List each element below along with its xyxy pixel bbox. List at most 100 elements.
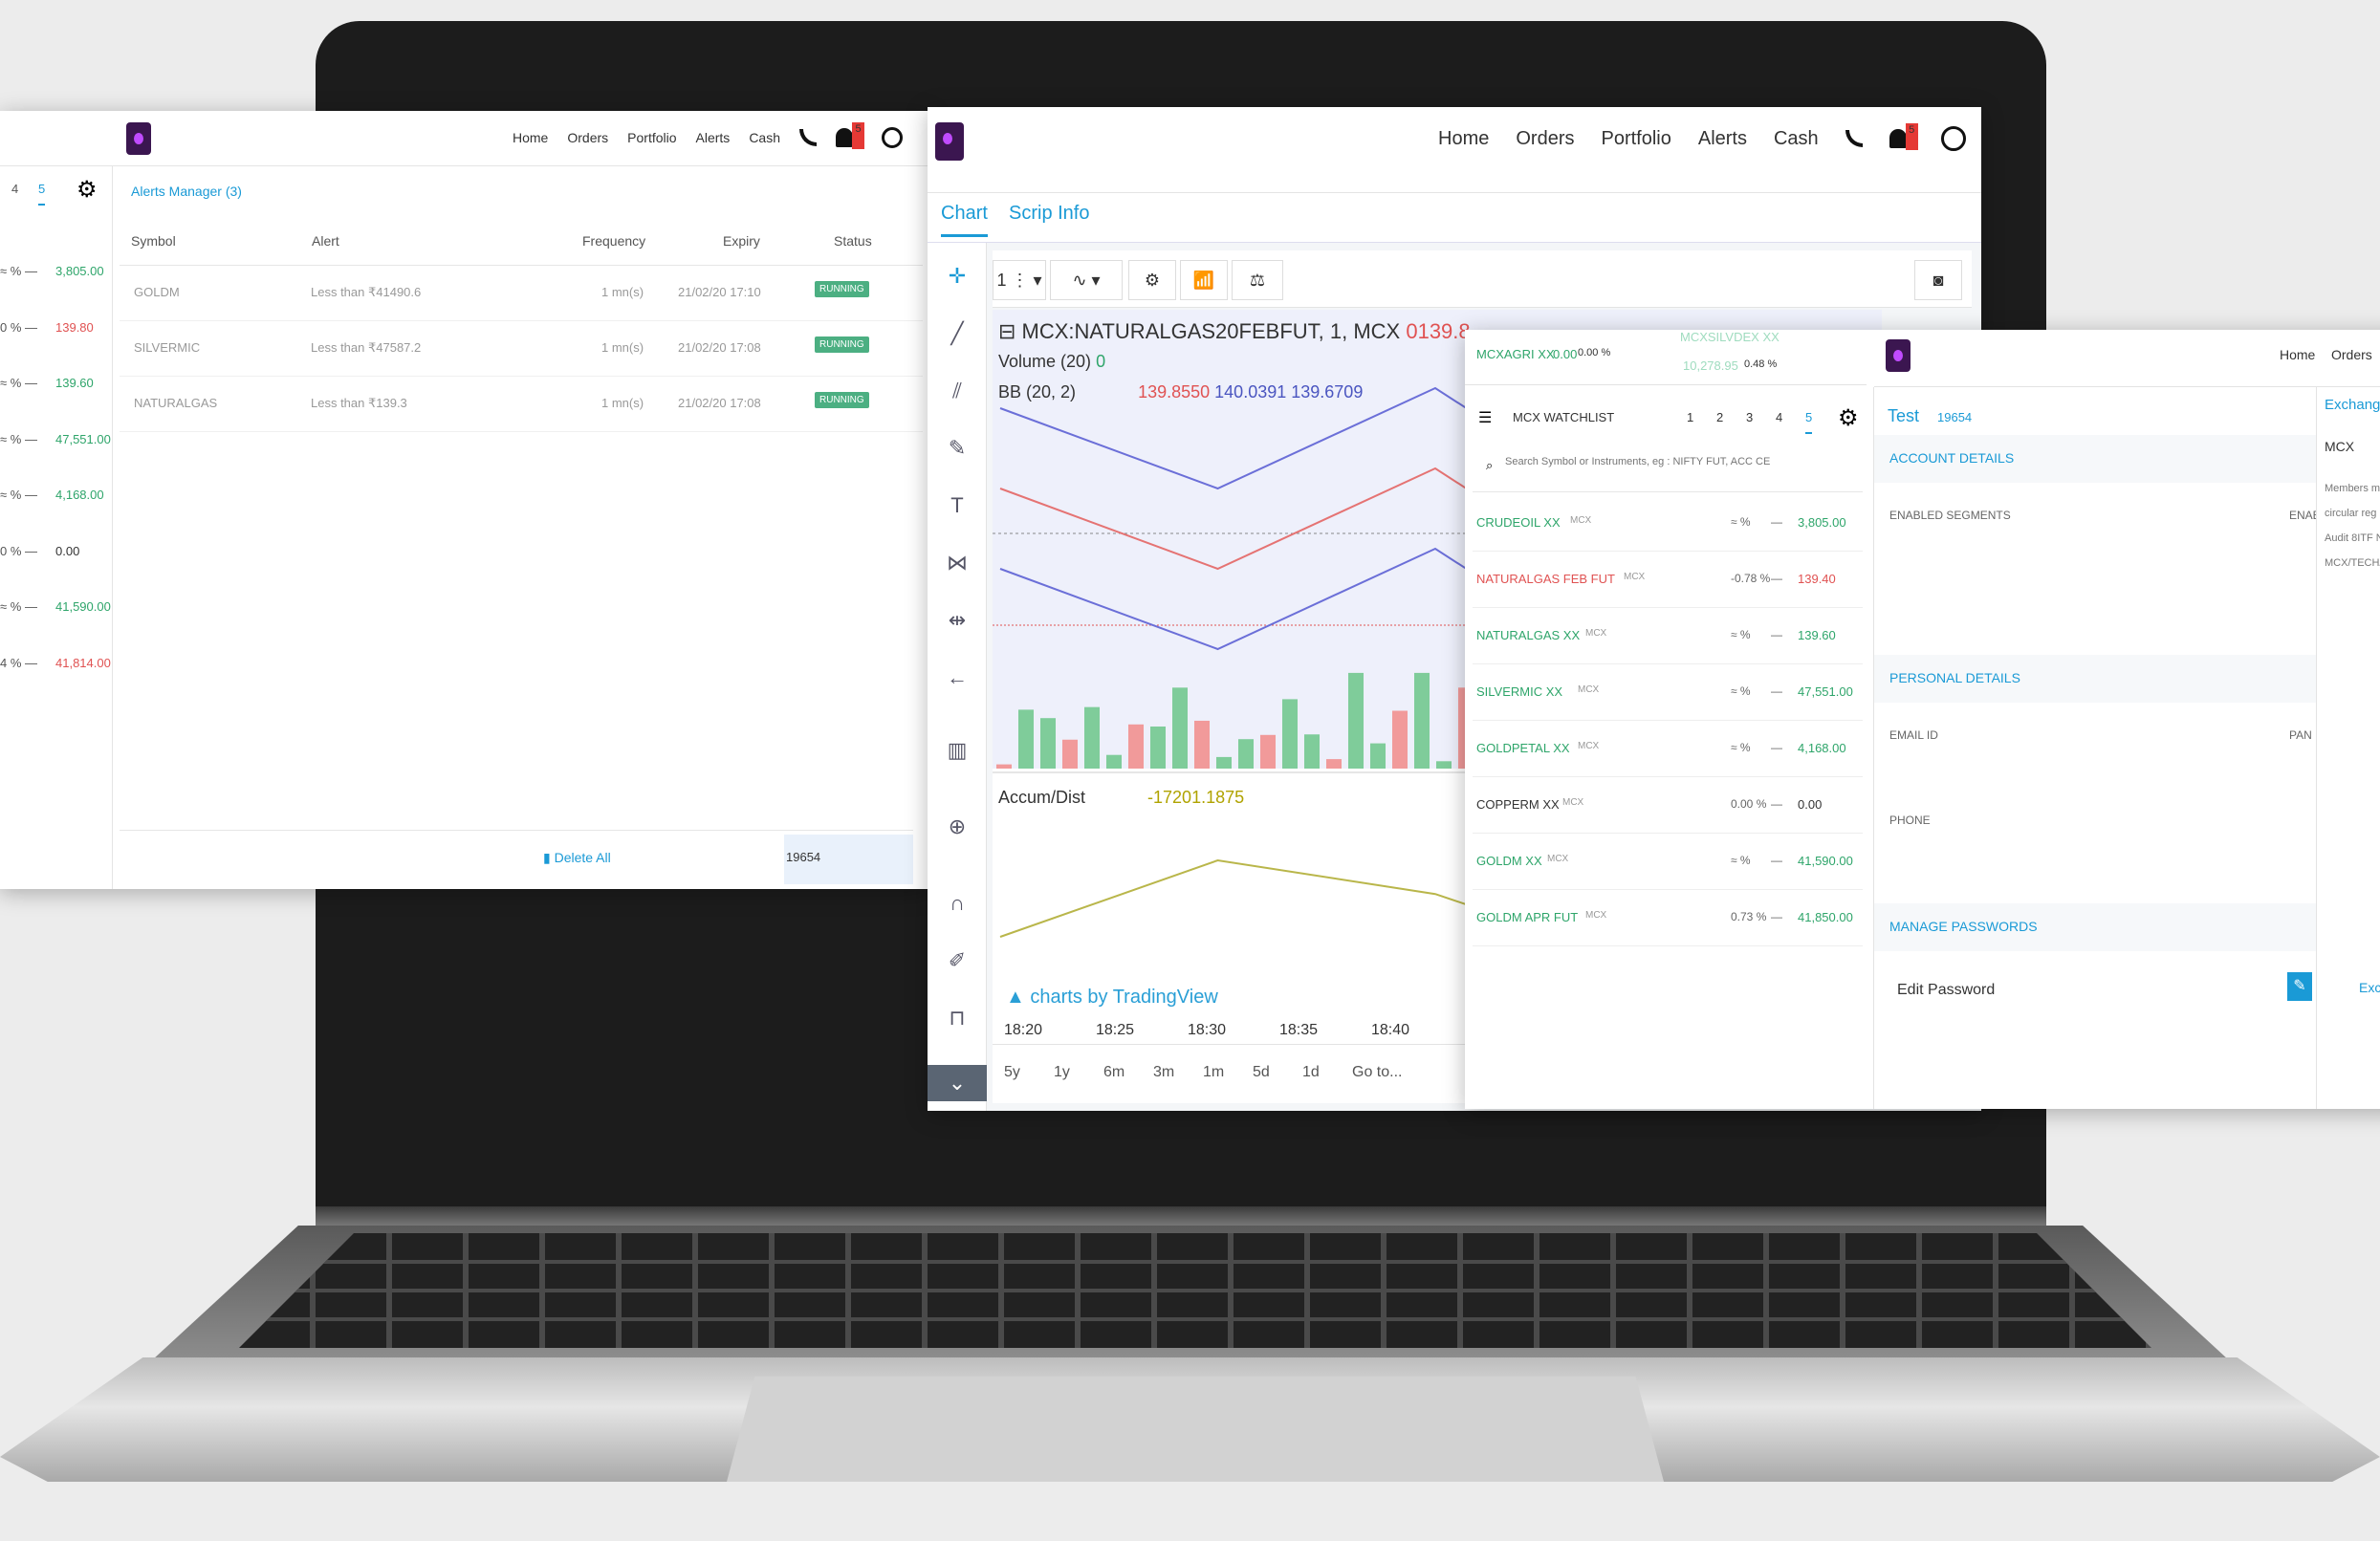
compare-icon[interactable]: ⚖ [1232, 260, 1283, 300]
text-tool-icon[interactable]: T [950, 493, 964, 517]
price: 4,168.00 [1798, 741, 1846, 755]
cell-symbol: NATURALGAS [134, 396, 218, 410]
list-item[interactable]: CRUDEOIL XX MCX ≈ % — 3,805.00 [1473, 496, 1863, 552]
footer-field[interactable]: 19654 [784, 835, 913, 884]
alerts-footer: ▮ Delete All 19654 [120, 830, 913, 887]
range-button[interactable]: 1d [1302, 1064, 1320, 1080]
volume-bar [1106, 754, 1122, 769]
status-badge: RUNNING [815, 281, 869, 297]
chevron-down-icon[interactable]: ⌄ [928, 1065, 987, 1101]
list-item[interactable]: ≈ % — 47,551.00 [0, 415, 113, 470]
gear-icon[interactable]: ⚙ [1838, 405, 1859, 431]
pattern-icon[interactable]: ⋈ [947, 551, 968, 575]
range-button[interactable]: 1y [1054, 1064, 1070, 1080]
change-dash: — [1771, 628, 1782, 641]
nav-portfolio[interactable]: Portfolio [1601, 127, 1671, 149]
app-logo[interactable] [1886, 339, 1911, 372]
nav-home[interactable]: Home [1438, 127, 1490, 149]
chart-style-button[interactable]: ∿ ▾ [1050, 260, 1123, 300]
tab-chart[interactable]: Chart [941, 203, 988, 237]
bell-icon[interactable]: 5 [1889, 123, 1918, 150]
exchange-tab[interactable]: Exchange [2325, 397, 2380, 413]
wl-tab[interactable]: 2 [1716, 410, 1724, 424]
tab-scrip-info[interactable]: Scrip Info [1009, 203, 1090, 224]
nav-alerts[interactable]: Alerts [695, 130, 731, 145]
list-item[interactable]: 4 % — 41,814.00 [0, 639, 113, 694]
nav-orders[interactable]: Orders [1516, 127, 1575, 149]
list-item[interactable]: NATURALGAS XX MCX ≈ % — 139.60 [1473, 609, 1863, 664]
range-button[interactable]: 6m [1103, 1064, 1125, 1080]
instrument-name: NATURALGAS FEB FUT [1476, 572, 1615, 586]
list-item[interactable]: ≈ % — 139.60 [0, 358, 113, 414]
brush-icon[interactable]: ✎ [948, 436, 967, 460]
nav-orders[interactable]: Orders [2331, 347, 2372, 362]
edit-password-button[interactable]: ✎ [2287, 972, 2312, 1001]
table-row[interactable]: SILVERMIC Less than ₹47587.2 1 mn(s) 21/02/… [120, 321, 923, 377]
nav-home[interactable]: Home [513, 130, 549, 145]
notice-line: Members m [2325, 483, 2380, 494]
user-icon[interactable] [882, 127, 903, 148]
list-item[interactable]: 0 % — 139.80 [0, 303, 113, 358]
rss-icon[interactable] [799, 129, 817, 146]
crosshair-icon[interactable]: ✛ [948, 264, 967, 288]
watchlist-strip: 4 5 ⚙ ≈ % —3,805.00 0 % —139.80 ≈ % —139.60 ≈ … [0, 166, 113, 889]
phone-label: PHONE [1889, 814, 1931, 827]
range-button[interactable]: 5y [1004, 1064, 1020, 1080]
wl-tab[interactable]: 1 [1687, 410, 1694, 424]
nav-orders[interactable]: Orders [567, 130, 609, 145]
exc-link[interactable]: Exc [2359, 980, 2380, 995]
app-logo[interactable] [935, 122, 964, 161]
lock-drawing-icon[interactable]: ✐ [948, 948, 967, 972]
wl-tab[interactable]: 4 [1776, 410, 1783, 424]
list-icon[interactable]: ☰ [1478, 410, 1493, 426]
list-item[interactable]: GOLDM XX MCX ≈ % — 41,590.00 [1473, 835, 1863, 890]
zoom-in-icon[interactable]: ⊕ [948, 814, 967, 838]
wl-tab[interactable]: 3 [1746, 410, 1754, 424]
search-box[interactable]: ⌕ [1473, 445, 1863, 492]
list-item[interactable]: SILVERMIC XX MCX ≈ % — 47,551.00 [1473, 665, 1863, 721]
arrow-left-icon[interactable]: ← [947, 665, 968, 689]
wl-tab-5[interactable]: 5 [38, 182, 46, 206]
list-item[interactable]: NATURALGAS FEB FUT MCX -0.78 % — 139.40 [1473, 553, 1863, 608]
camera-icon[interactable]: ◙ [1914, 260, 1962, 300]
nav-home[interactable]: Home [2280, 347, 2316, 362]
unlock-icon[interactable]: ⊓ [949, 1006, 966, 1030]
list-item[interactable]: GOLDPETAL XX MCX ≈ % — 4,168.00 [1473, 722, 1863, 777]
delete-all-button[interactable]: ▮ Delete All [543, 850, 611, 865]
table-row[interactable]: GOLDM Less than ₹41490.6 1 mn(s) 21/02/20 1… [120, 266, 923, 321]
gear-icon[interactable]: ⚙ [76, 177, 98, 203]
table-row[interactable]: NATURALGAS Less than ₹139.3 1 mn(s) 21/02/2… [120, 377, 923, 432]
list-item[interactable]: ≈ % — 4,168.00 [0, 470, 113, 526]
search-input[interactable] [1505, 456, 1849, 467]
range-button[interactable]: 3m [1153, 1064, 1175, 1080]
list-item[interactable]: ≈ % — 3,805.00 [0, 247, 113, 302]
range-button[interactable]: 5d [1253, 1064, 1270, 1080]
wl-tab[interactable]: 5 [1805, 410, 1813, 434]
list-item[interactable]: 0 % — 0.00 [0, 527, 113, 582]
ruler-icon[interactable]: ▥ [947, 738, 968, 762]
wl-tab-4[interactable]: 4 [11, 182, 19, 196]
measure-icon[interactable]: ⇹ [948, 608, 967, 632]
settings-icon[interactable]: ⚙ [1128, 260, 1176, 300]
range-button[interactable]: 1m [1203, 1064, 1225, 1080]
tradingview-watermark[interactable]: ▲ charts by TradingView [1006, 987, 1218, 1008]
nav-cash[interactable]: Cash [749, 130, 780, 145]
nav-cash[interactable]: Cash [1773, 127, 1819, 149]
ticker-right-value: 10,278.95 [1683, 358, 1738, 373]
list-item[interactable]: ≈ % — 41,590.00 [0, 582, 113, 638]
bell-icon[interactable]: 5 [836, 122, 864, 149]
range-button[interactable]: Go to... [1352, 1064, 1403, 1080]
interval-button[interactable]: 1 ⋮ ▾ [993, 260, 1046, 300]
indicators-icon[interactable]: 📶 [1180, 260, 1228, 300]
instrument-name: COPPERM XX [1476, 797, 1560, 812]
list-item[interactable]: GOLDM APR FUT MCX 0.73 % — 41,850.00 [1473, 891, 1863, 946]
list-item[interactable]: COPPERM XX MCX 0.00 % — 0.00 [1473, 778, 1863, 834]
pitchfork-icon[interactable]: ⫽ [952, 379, 962, 402]
app-logo[interactable] [126, 122, 151, 155]
nav-alerts[interactable]: Alerts [1697, 127, 1747, 149]
rss-icon[interactable] [1845, 130, 1863, 147]
user-icon[interactable] [1940, 126, 1966, 151]
magnet-icon[interactable]: ∩ [950, 891, 965, 915]
trend-line-icon[interactable]: ╱ [950, 321, 964, 345]
nav-portfolio[interactable]: Portfolio [627, 130, 677, 145]
